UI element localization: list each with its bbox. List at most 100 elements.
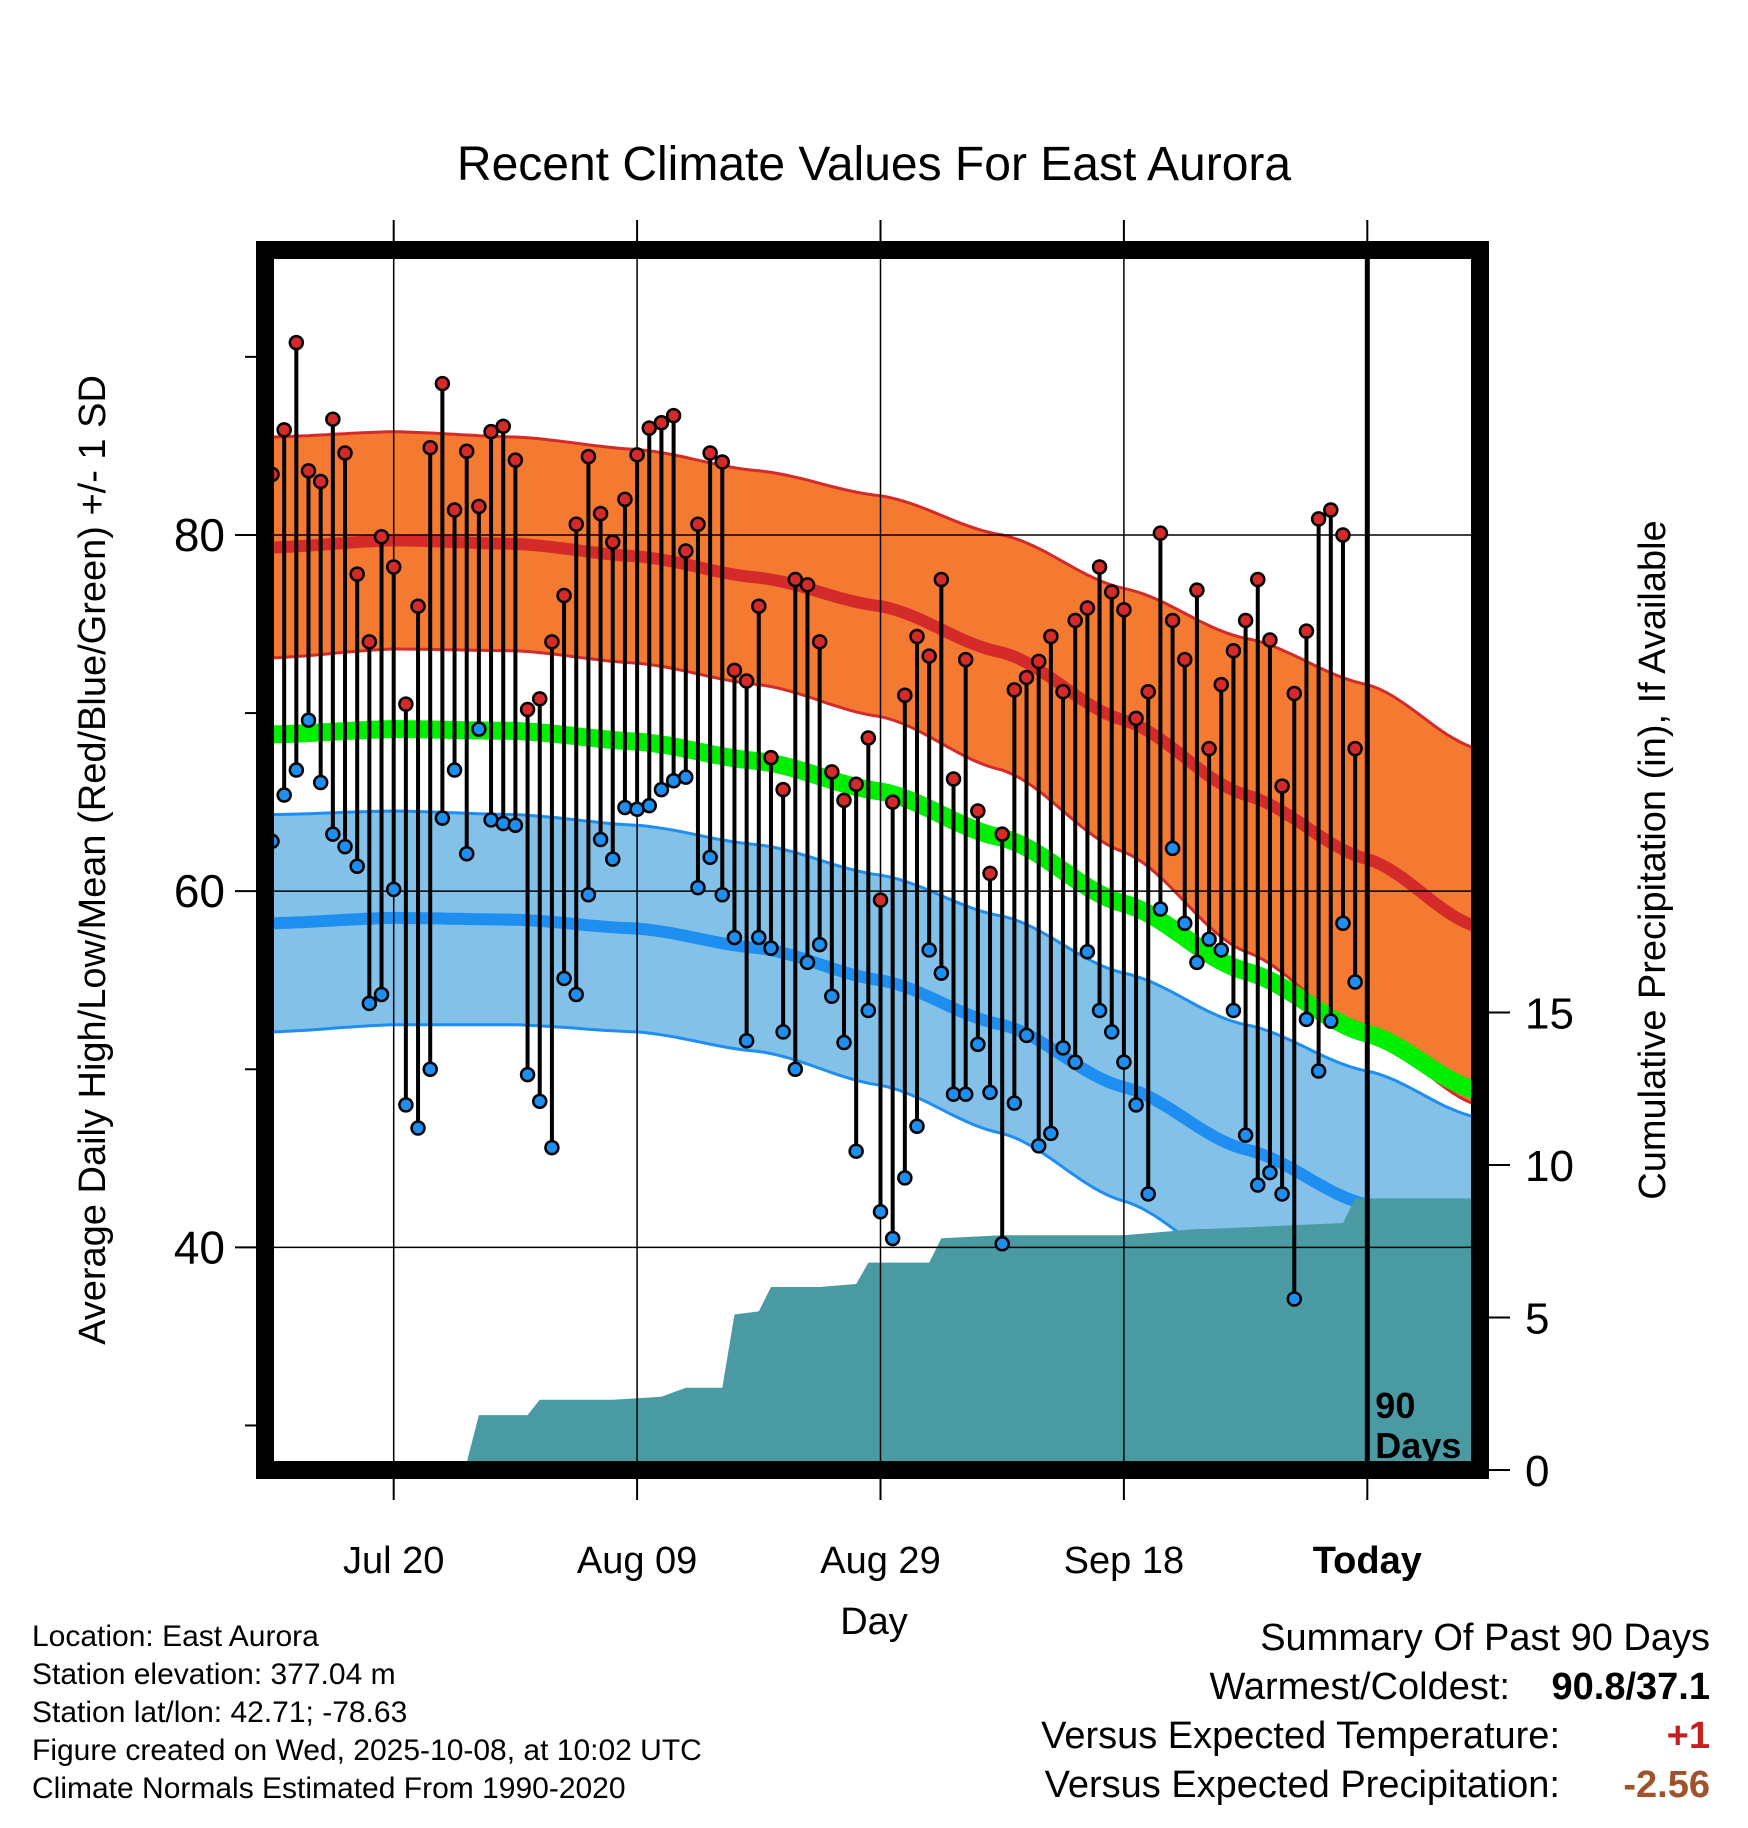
daily-high-point bbox=[690, 516, 706, 533]
daily-high-point bbox=[1298, 623, 1315, 639]
daily-low-point bbox=[799, 954, 816, 971]
daily-high-point bbox=[605, 534, 621, 550]
daily-high-point bbox=[884, 794, 901, 810]
daily-low-point bbox=[836, 1034, 852, 1051]
daily-high-point bbox=[957, 651, 974, 668]
daily-high-point bbox=[325, 411, 341, 427]
daily-high-point bbox=[1323, 502, 1339, 518]
daily-high-point bbox=[714, 454, 731, 470]
daily-high-point bbox=[361, 634, 378, 650]
daily-low-point bbox=[410, 1120, 426, 1136]
daily-low-point bbox=[300, 712, 317, 728]
daily-low-point bbox=[751, 929, 767, 946]
daily-low-point bbox=[763, 940, 779, 956]
daily-low-point bbox=[933, 965, 950, 981]
daily-high-point bbox=[1262, 632, 1278, 648]
y-right-tick-label: 15 bbox=[1525, 990, 1574, 1039]
daily-low-point bbox=[617, 799, 633, 816]
daily-low-point bbox=[1043, 1125, 1059, 1142]
y-tick-label: 80 bbox=[174, 509, 225, 561]
daily-high-point bbox=[678, 543, 694, 559]
high-band-lower-edge bbox=[271, 647, 1476, 1107]
daily-high-point bbox=[1152, 525, 1169, 541]
daily-low-point bbox=[726, 929, 743, 946]
daily-low-point bbox=[1201, 931, 1217, 948]
daily-low-point bbox=[994, 1236, 1010, 1252]
y-axis-label-right: Cumulative Precipitation (in), If Availa… bbox=[1632, 520, 1674, 1199]
low-band-upper-edge bbox=[271, 809, 1476, 1119]
daily-high-point bbox=[982, 865, 998, 882]
daily-low-point bbox=[1274, 1186, 1290, 1202]
daily-high-point bbox=[544, 634, 560, 650]
daily-low-point bbox=[458, 846, 475, 862]
daily-high-point bbox=[1043, 628, 1059, 645]
daily-low-point bbox=[325, 826, 341, 842]
daily-high-point bbox=[617, 491, 633, 508]
daily-low-point bbox=[690, 879, 706, 896]
daily-low-point bbox=[1250, 1177, 1266, 1193]
daily-high-point bbox=[373, 528, 390, 545]
info-location: Location: East Aurora bbox=[32, 1620, 319, 1653]
daily-low-point bbox=[678, 769, 694, 785]
daily-high-point bbox=[1091, 559, 1108, 575]
daily-low-point bbox=[1347, 974, 1363, 990]
daily-low-point bbox=[373, 986, 390, 1003]
daily-high-point bbox=[1116, 602, 1132, 618]
daily-low-point bbox=[385, 881, 402, 898]
daily-high-point bbox=[1201, 740, 1217, 757]
daily-low-point bbox=[288, 762, 305, 778]
daily-high-point bbox=[300, 463, 317, 479]
precip-diff-label: Versus Expected Precipitation: bbox=[1044, 1764, 1560, 1806]
y-right-tick-label: 10 bbox=[1525, 1142, 1574, 1191]
daily-low-point bbox=[1164, 840, 1181, 857]
summary-warmest-row: Warmest/Coldest: 90.8/37.1 bbox=[1041, 1663, 1710, 1712]
daily-low-point bbox=[568, 986, 584, 1003]
daily-high-point bbox=[1177, 651, 1193, 668]
plot-frame bbox=[256, 241, 1489, 1479]
daily-high-point bbox=[641, 420, 658, 436]
daily-low-point bbox=[531, 1093, 548, 1110]
daily-high-point bbox=[398, 696, 414, 712]
daily-low-point bbox=[982, 1084, 998, 1101]
y-tick-label: 60 bbox=[174, 865, 225, 917]
daily-low-point bbox=[276, 787, 292, 803]
daily-high-point bbox=[288, 334, 305, 351]
daily-low-point bbox=[702, 849, 718, 866]
daily-low-point bbox=[775, 1024, 791, 1040]
daily-high-point bbox=[1103, 584, 1120, 600]
daily-high-point bbox=[422, 439, 438, 456]
daily-high-point bbox=[799, 577, 816, 593]
daily-high-point bbox=[458, 443, 475, 460]
daily-high-point bbox=[665, 407, 682, 424]
daily-low-point bbox=[544, 1139, 560, 1156]
daily-high-point bbox=[531, 691, 548, 707]
daily-low-point bbox=[641, 797, 658, 814]
daily-low-point bbox=[1116, 1054, 1132, 1070]
daily-low-point bbox=[921, 942, 937, 958]
daily-low-point bbox=[1091, 1002, 1108, 1019]
daily-low-point bbox=[1323, 1013, 1339, 1029]
daily-low-point bbox=[556, 970, 572, 987]
daily-high-point bbox=[1225, 642, 1242, 659]
daily-high-point bbox=[811, 634, 828, 650]
daily-low-point bbox=[1103, 1024, 1120, 1040]
y-right-tick-label: 0 bbox=[1525, 1447, 1549, 1496]
daily-low-point bbox=[361, 995, 378, 1012]
daily-low-point bbox=[398, 1097, 414, 1113]
summary-panel: Summary Of Past 90 Days Warmest/Coldest:… bbox=[1041, 1614, 1710, 1810]
high-sd-band bbox=[272, 431, 1476, 1105]
daily-high-point bbox=[933, 571, 950, 588]
daily-low-point bbox=[422, 1061, 438, 1078]
daily-high-point bbox=[556, 587, 572, 604]
daily-low-point bbox=[738, 1033, 755, 1049]
daily-low-point bbox=[519, 1066, 536, 1083]
y-axis-label: Average Daily High/Low/Mean (Red/Blue/Gr… bbox=[72, 375, 114, 1345]
daily-high-point bbox=[519, 701, 536, 718]
daily-high-point bbox=[970, 803, 986, 819]
temp-diff-value: +1 bbox=[1666, 1715, 1710, 1757]
daily-high-point bbox=[1067, 612, 1083, 629]
daily-low-point bbox=[653, 781, 670, 798]
x-tick-label: Jul 20 bbox=[343, 1540, 444, 1582]
